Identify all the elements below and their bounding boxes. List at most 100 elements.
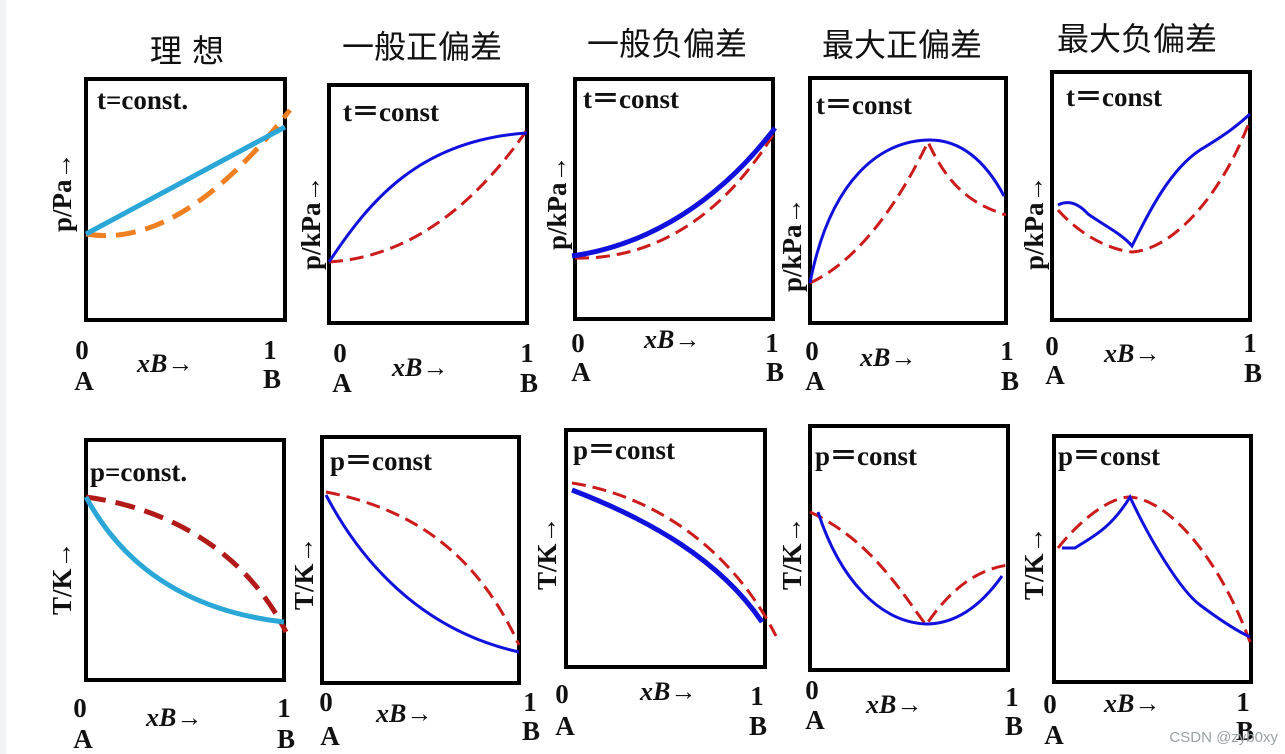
x-axis-label: xB→ (136, 349, 193, 378)
x-axis-label: xB→ (1103, 689, 1160, 718)
tick-B: B (1005, 711, 1023, 741)
panel-top-ideal: t=const. p/Pa→ 0 A 1 B xB→ (47, 77, 292, 396)
condition-label: p＝const (573, 435, 675, 465)
panel-top-negative-deviation: t＝const p/kPa→ 0 A 1 B xB→ (542, 77, 784, 387)
tick-1: 1 (523, 687, 537, 717)
title-positive-deviation: 一般正偏差 (342, 28, 502, 66)
panel-bottom-max-negative-deviation: p＝const T/K→ 0 A 1 B xB→ (1019, 434, 1254, 750)
condition-label: t＝const (343, 97, 439, 127)
tick-1: 1 (750, 681, 764, 711)
tick-0: 0 (75, 335, 89, 365)
tick-1: 1 (520, 338, 534, 368)
condition-label: t＝const (816, 90, 912, 120)
bubble-curve (571, 487, 765, 624)
dew-curve (85, 494, 289, 634)
tick-0: 0 (1043, 689, 1057, 719)
liquid-line (84, 124, 287, 237)
tick-A: A (320, 721, 340, 751)
tick-1: 1 (765, 328, 779, 358)
liquid-curve (1057, 112, 1252, 249)
panel-bottom-negative-deviation: p＝const T/K→ 0 A 1 B xB→ (532, 428, 778, 741)
y-axis-label: T/K→ (532, 516, 562, 590)
x-axis-label: xB→ (865, 690, 922, 719)
tick-B: B (520, 368, 538, 398)
tick-A: A (805, 366, 825, 396)
panel-frame (808, 424, 1010, 672)
condition-label: p＝const (815, 441, 917, 471)
vapor-curve (574, 134, 775, 260)
title-max-positive-deviation: 最大正偏差 (822, 26, 982, 64)
y-axis-label: p/kPa→ (777, 197, 807, 292)
condition-label: t＝const (1066, 82, 1162, 112)
panel-frame (327, 83, 529, 325)
dew-curve (325, 490, 521, 646)
tick-A: A (805, 705, 825, 735)
panel-bottom-max-positive-deviation: p＝const T/K→ 0 A 1 B xB→ (777, 424, 1023, 741)
tick-1: 1 (1005, 682, 1019, 712)
x-axis-label: xB→ (639, 677, 696, 706)
tick-A: A (332, 368, 352, 398)
tick-B: B (263, 364, 281, 394)
tick-0: 0 (1045, 331, 1059, 361)
panel-bottom-positive-deviation: p＝const T/K→ 0 A 1 B xB→ (289, 435, 540, 751)
condition-label: t＝const (583, 84, 679, 114)
panel-frame (84, 77, 287, 322)
tick-B: B (277, 724, 295, 754)
condition-label: p＝const (1058, 441, 1160, 471)
y-axis-label: T/K→ (1019, 526, 1049, 600)
panel-frame (1050, 70, 1252, 322)
y-axis-label: p/kPa→ (296, 175, 326, 270)
tick-1: 1 (1000, 336, 1014, 366)
bubble-curve (1062, 493, 1251, 639)
x-axis-label: xB→ (145, 703, 202, 732)
tick-B: B (522, 716, 540, 746)
panel-frame (320, 435, 521, 685)
condition-label: p=const. (90, 457, 187, 487)
y-axis-label: T/K→ (289, 536, 319, 610)
vapor-curve (328, 129, 529, 264)
y-axis-label: T/K→ (47, 541, 77, 615)
title-max-negative-deviation: 最大负偏差 (1057, 20, 1217, 58)
watermark: CSDN @zyb0xy (1169, 729, 1278, 746)
y-axis-label: p/kPa→ (1019, 175, 1049, 270)
tick-0: 0 (571, 328, 585, 358)
tick-A: A (73, 724, 93, 754)
tick-0: 0 (73, 693, 87, 723)
tick-0: 0 (805, 336, 819, 366)
tick-B: B (1236, 716, 1254, 746)
vapor-curve (1056, 119, 1252, 254)
panel-frame (573, 77, 775, 321)
bubble-curve (83, 495, 285, 625)
tick-A: A (1044, 720, 1064, 750)
dew-curve (1056, 495, 1252, 643)
x-axis-label: xB→ (1103, 339, 1160, 368)
panel-frame (84, 438, 286, 682)
left-edge-strip (0, 0, 6, 754)
tick-B: B (766, 357, 784, 387)
panel-top-positive-deviation: t＝const p/kPa→ 0 A 1 B xB→ (296, 83, 538, 398)
bubble-curve (324, 494, 520, 654)
panel-top-max-positive-deviation: t＝const p/kPa→ 0 A 1 B xB→ (777, 76, 1019, 396)
title-negative-deviation: 一般负偏差 (587, 25, 747, 63)
liquid-curve (327, 131, 528, 263)
panel-frame (1052, 434, 1253, 684)
tick-B: B (749, 711, 767, 741)
tick-A: A (1045, 360, 1065, 390)
condition-label: t=const. (97, 85, 188, 115)
liquid-curve (808, 138, 1006, 284)
vapor-curve (85, 108, 292, 239)
title-ideal: 理 想 (150, 32, 224, 70)
panel-frame (564, 428, 767, 669)
x-axis-label: xB→ (859, 343, 916, 372)
bubble-curve (816, 511, 1004, 626)
tick-B: B (1244, 358, 1262, 388)
vapor-curve (809, 138, 1007, 285)
tick-A: A (571, 357, 591, 387)
tick-0: 0 (319, 687, 333, 717)
panel-top-max-negative-deviation: t＝const p/kPa→ 0 A 1 B xB→ (1019, 70, 1262, 390)
panel-frame (808, 76, 1008, 325)
tick-0: 0 (555, 679, 569, 709)
x-axis-label: xB→ (375, 699, 432, 728)
y-axis-label: p/kPa→ (542, 155, 572, 250)
